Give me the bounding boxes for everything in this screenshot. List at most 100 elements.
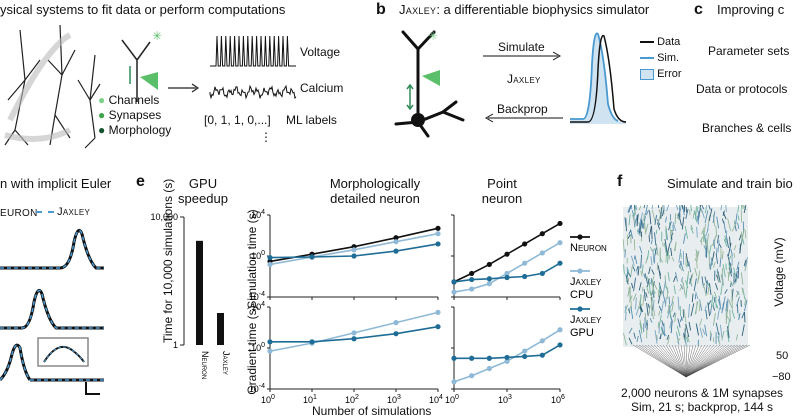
network-neurite [679,317,683,322]
network-projection [665,344,687,378]
network-neurite [712,214,716,227]
network-neurite [684,328,686,338]
network-projection [685,344,712,378]
network-neurite [682,233,686,244]
network-neurite [650,279,653,284]
network-neurite [695,249,699,255]
network-neurite [717,271,721,283]
network-neurite [741,287,744,295]
network-neurite [650,256,653,266]
network-neurite [669,301,674,308]
series-point [557,342,563,348]
series-point [469,276,475,283]
network-neurite [691,293,694,303]
panel-f-caption: 2,000 neurons & 1M synapses Sim, 21 s; b… [620,386,784,414]
network-neurite [686,263,689,268]
legend-dot-icon [577,306,583,312]
network-neurite [628,205,632,214]
network-neurite [716,304,719,309]
network-neurite [690,303,695,317]
network-neurite [652,299,655,308]
network-neurite [704,210,709,224]
network-neurite [660,207,662,220]
network-neurite [637,266,640,276]
network-projection [685,344,709,378]
network-projection [685,344,742,378]
series-point [393,239,399,245]
network-neurite [713,261,716,268]
network-neurite [741,228,745,243]
panel-f-ylabel: Voltage (mV) [772,237,786,307]
network-neurite [719,324,723,338]
network-neurite [722,264,726,278]
network-neurite [689,272,694,285]
network-neurite [707,287,710,295]
network-neurite [671,302,674,312]
series-point [486,281,492,287]
network-neurite [644,312,647,324]
panel-d-legend-jaxley: Jaxley [36,206,90,218]
network-projection [677,344,687,378]
output-voltage: Voltage [300,45,341,59]
network-neurite [625,274,629,285]
series-point [393,320,399,326]
series-point [539,352,545,358]
series-point [539,338,545,344]
network-neurite [733,245,737,251]
network-neurite [725,306,728,321]
network-neurite [636,265,639,271]
network-neurite [639,212,643,225]
network-neurite [720,281,724,296]
network-neurite [645,292,648,298]
series-point [393,235,399,241]
panel-d-traces [0,228,104,395]
series-point [309,339,315,345]
network-neurite [669,238,673,245]
network-neurite [665,216,668,223]
series-point [267,261,273,268]
network-neurite [627,234,631,240]
network-neurite [685,286,688,299]
network-neurite [694,267,698,277]
network-neurite [672,221,677,231]
network-neurite [638,329,643,343]
series-point [435,309,441,315]
network-neurite [688,303,690,318]
network-neurite [728,299,733,308]
network-neurite [662,291,666,305]
network-neurite [646,286,650,294]
jaxley-dashed-line-icon [36,211,54,214]
network-neurite [741,311,745,319]
y-tick-label: 100 [251,250,265,261]
network-neurite [670,229,674,235]
series-point [469,286,475,292]
network-neurite [645,223,649,233]
network-neurite [670,247,673,257]
network-neurite [634,218,637,225]
jaxley-brand-label: Jaxley [507,72,541,86]
network-neurite [623,332,627,346]
network-neurite [669,318,673,329]
network-neurite [712,312,716,326]
network-neurite [673,285,676,294]
data-line-icon [640,41,654,44]
network-neurite [640,305,644,312]
x-tick-label: 106 [551,394,565,405]
network-neurite [657,290,662,304]
network-neurite [639,319,643,330]
network-neurite [744,299,748,312]
network-neurite [657,265,662,280]
x-tick-label: 103 [498,394,512,405]
network-neurite [707,282,711,290]
zoom-box [37,337,89,367]
network-neurite [705,280,708,294]
network-neurite [743,205,747,214]
network-neurite [704,276,707,284]
series-point [539,231,545,237]
network-neurite [623,264,625,275]
y-tick-label: 10-4 [249,383,265,394]
network-neurite [677,296,680,310]
network-neurite [725,205,727,213]
network-neurite [733,267,737,280]
